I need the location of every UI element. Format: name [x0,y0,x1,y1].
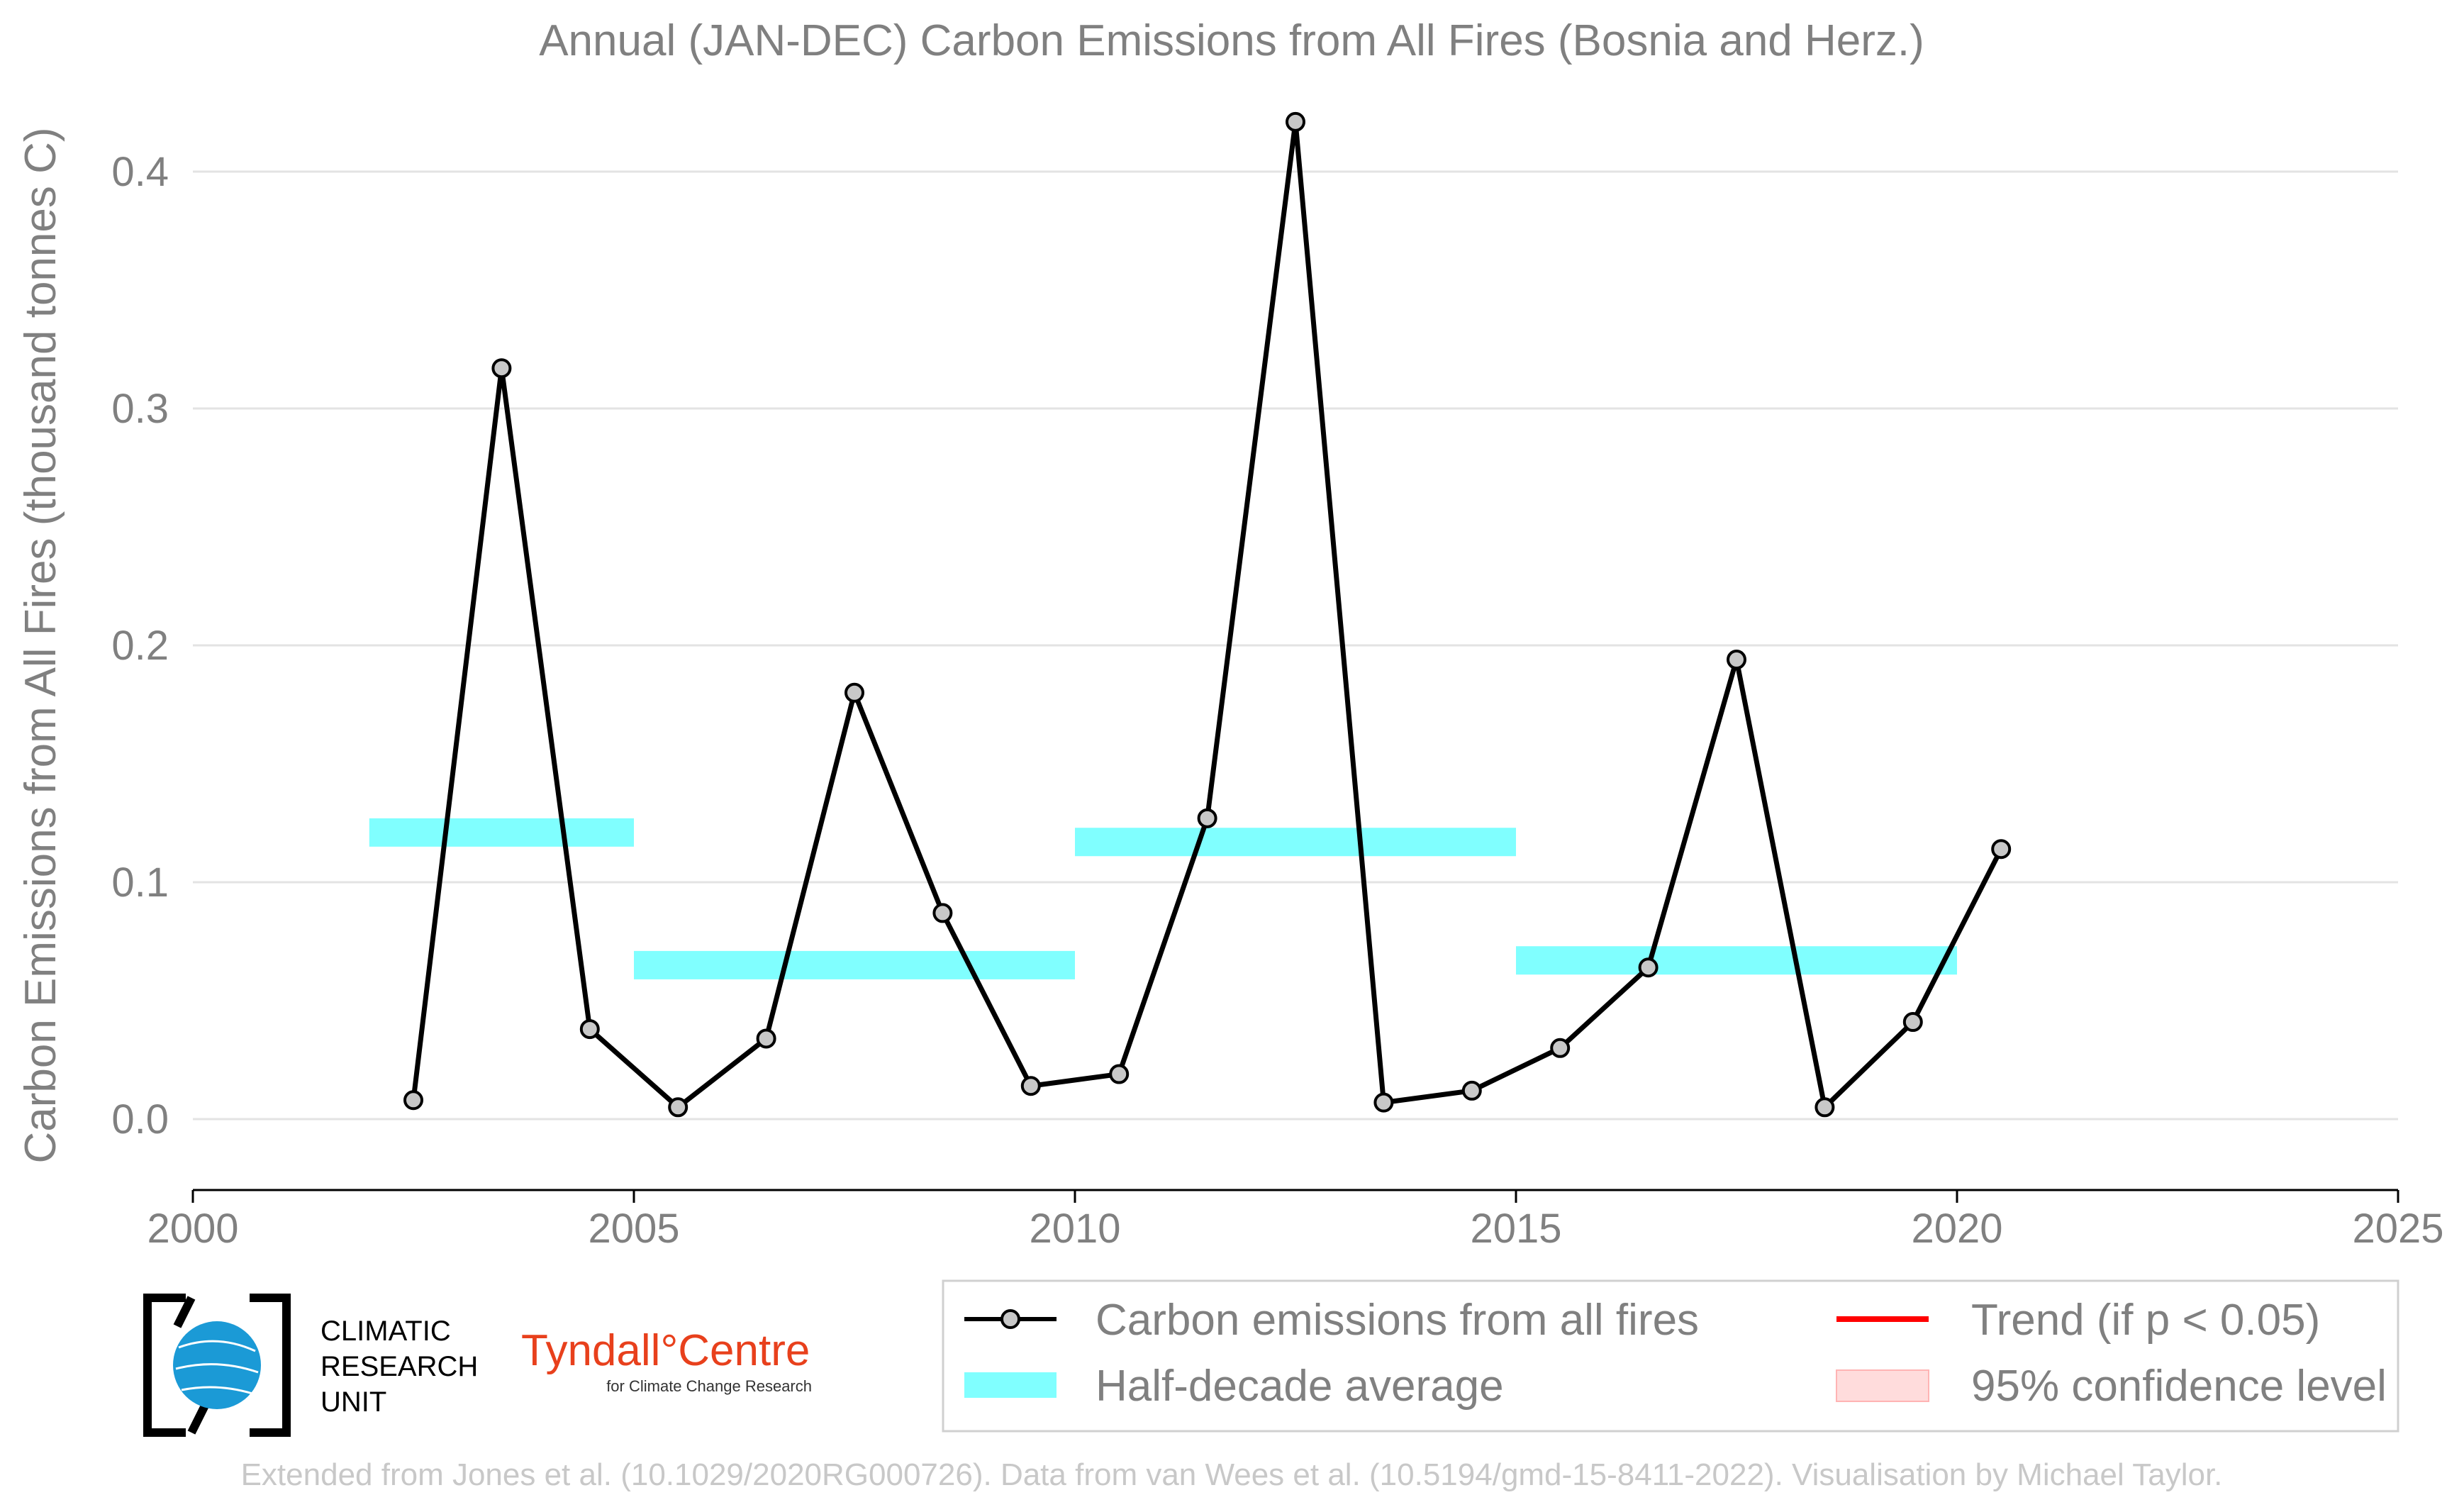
y-tick-labels: 0.0 0.1 0.2 0.3 0.4 [111,149,169,1143]
tyndall-logo: Tyndall°Centre for Climate Change Resear… [521,1326,812,1395]
data-point [1727,650,1746,670]
y-tick-label: 0.1 [111,860,169,906]
legend-label-emissions: Carbon emissions from all fires [1096,1296,1699,1345]
data-point [1197,808,1217,828]
tyndall-logo-subtext: for Climate Change Research [606,1377,812,1395]
data-point [932,903,953,923]
cru-globe-lines-icon [175,1340,259,1395]
legend-label-trend: Trend (if p < 0.05) [1971,1296,2320,1345]
cru-logo: CLIMATIC RESEARCH UNIT [143,1294,478,1437]
x-tick-label: 2010 [1029,1206,1120,1252]
x-tick-label: 2020 [1911,1206,2002,1252]
legend-swatch-emissions-marker [1000,1309,1020,1329]
data-point [1461,1080,1482,1101]
data-point [1020,1076,1041,1096]
data-point [579,1019,600,1040]
legend-label-half-decade: Half-decade average [1096,1362,1504,1411]
legend: Carbon emissions from all fires Trend (i… [942,1279,2399,1433]
cru-logo-text-line3: UNIT [320,1386,386,1418]
half-decade-band [1075,828,1516,857]
tyndall-logo-text: Tyndall°Centre [521,1326,810,1375]
data-point [756,1028,776,1049]
data-point [403,1090,423,1111]
half-decade-band [1516,946,1957,975]
chart-title: Annual (JAN-DEC) Carbon Emissions from A… [539,16,1924,65]
legend-label-confidence: 95% confidence level [1971,1362,2387,1411]
legend-frame [942,1279,2399,1433]
x-tick-label: 2015 [1470,1206,1561,1252]
cru-logo-bracket-icon [143,1294,291,1437]
grid-lines [193,170,2398,1121]
x-tick-labels: 2000 2005 2010 2015 2020 2025 [147,1190,2444,1252]
y-tick-label: 0.0 [111,1096,169,1143]
y-tick-label: 0.2 [111,623,169,669]
data-point [491,358,512,379]
data-point [668,1097,689,1118]
data-point [1286,111,1305,132]
half-decade-bands [369,818,1957,979]
legend-swatch-half-decade [964,1372,1057,1398]
y-axis-label: Carbon Emissions from All Fires (thousan… [16,127,65,1163]
half-decade-band [369,818,634,847]
x-tick-label: 2000 [147,1206,238,1252]
cru-logo-text-line1: CLIMATIC [320,1316,451,1347]
data-point [1550,1038,1571,1058]
y-tick-label: 0.3 [111,386,169,432]
data-point [1638,957,1659,978]
data-point [1902,1012,1923,1033]
data-point [844,682,864,703]
half-decade-band [634,950,1075,979]
cru-logo-text-line2: RESEARCH [320,1351,478,1382]
series-markers [403,111,2012,1118]
footer-credit: Extended from Jones et al. (10.1029/2020… [241,1457,2223,1492]
data-point [1373,1092,1394,1113]
data-point [1814,1097,1835,1118]
legend-swatch-confidence [1836,1369,1929,1402]
data-point [1991,839,2012,860]
data-point [1109,1064,1130,1084]
x-tick-label: 2005 [588,1206,679,1252]
y-tick-label: 0.4 [111,149,169,195]
x-tick-label: 2025 [2352,1206,2443,1252]
